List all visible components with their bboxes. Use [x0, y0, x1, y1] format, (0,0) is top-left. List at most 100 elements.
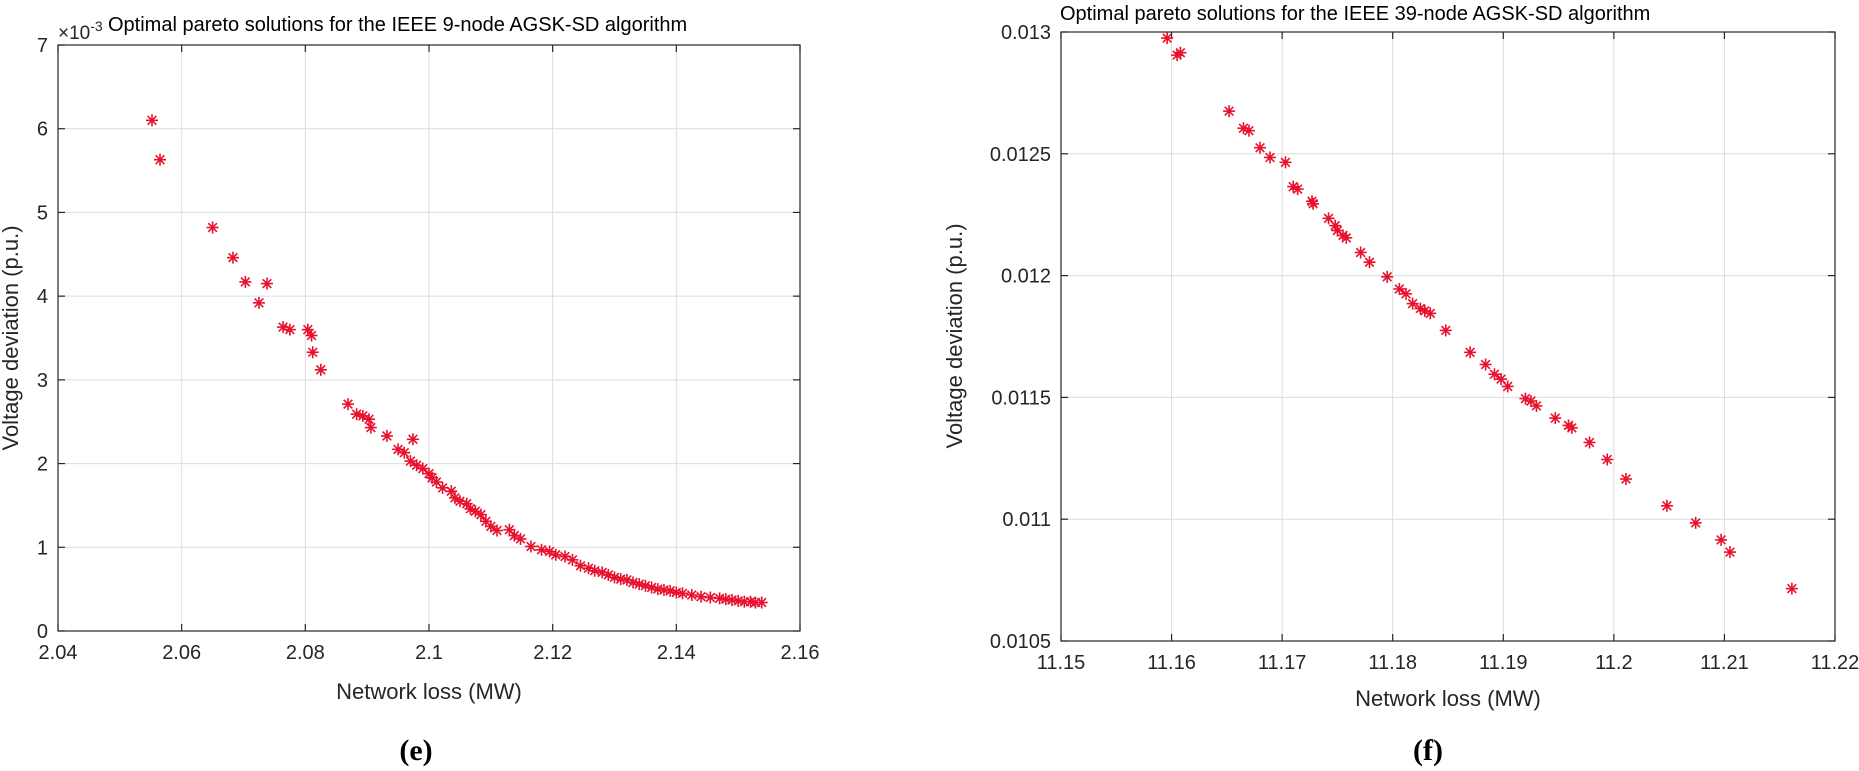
x-tick-label: 11.16: [1147, 652, 1196, 674]
data-point: [1488, 368, 1501, 381]
y-tick-label: 0: [37, 621, 48, 643]
data-point: [1583, 436, 1596, 449]
data-point: [725, 594, 738, 607]
data-point: [398, 446, 411, 459]
y-tick-label: 0.0125: [990, 144, 1051, 166]
data-point: [1307, 197, 1320, 210]
data-point: [306, 346, 319, 359]
y-tick-label: 1: [37, 537, 48, 559]
x-tick-label: 11.15: [1037, 652, 1086, 674]
panel-label-e: (e): [399, 734, 432, 767]
data-point: [145, 114, 158, 127]
data-point: [676, 587, 689, 600]
data-point: [695, 590, 708, 603]
data-point: [704, 591, 717, 604]
data-point: [549, 548, 562, 561]
x-tick-label: 2.12: [533, 642, 572, 664]
data-point: [1439, 324, 1452, 337]
data-point: [1399, 287, 1412, 300]
data-point: [514, 532, 527, 545]
y-exponent-base-e: ×10: [58, 23, 90, 44]
data-points-e: [145, 114, 768, 609]
data-point: [252, 296, 265, 309]
data-point: [283, 323, 296, 336]
chart-panel-f: 11.15 11.16 11.17 11.18 11.19 11.2 11.21 11.22 0…: [942, 3, 1859, 767]
data-point: [1354, 246, 1367, 259]
chart-panel-e: 2.04 2.06 2.08 2.1 2.12 2.14 2.16 0 1 2 3 4 5 6 7 Opti…: [0, 14, 819, 767]
data-point: [1223, 105, 1236, 118]
y-tick-label: 6: [37, 119, 48, 141]
data-point: [651, 583, 664, 596]
data-point: [755, 596, 768, 609]
data-point: [614, 573, 627, 586]
x-tick-label: 11.19: [1479, 652, 1528, 674]
data-point: [1174, 46, 1187, 59]
x-axis-label-e: Network loss (MW): [336, 679, 522, 704]
data-point: [1549, 412, 1562, 425]
data-point: [305, 329, 318, 342]
data-point: [1785, 582, 1798, 595]
data-point: [1501, 380, 1514, 393]
x-tick-label: 2.06: [162, 642, 201, 664]
ticks-e: 2.04 2.06 2.08 2.1 2.12 2.14 2.16 0 1 2 3 4 5 6 7: [37, 35, 820, 664]
panel-label-f: (f): [1413, 734, 1443, 767]
x-tick-label: 2.16: [781, 642, 820, 664]
data-point: [484, 520, 497, 533]
y-tick-label: 7: [37, 35, 48, 57]
data-point: [1530, 399, 1543, 412]
y-tick-label: 5: [37, 202, 48, 224]
grid-f: [1061, 32, 1835, 641]
data-point: [508, 529, 521, 542]
grid-e: [58, 45, 800, 631]
y-axis-label-f: Voltage deviation (p.u.): [942, 223, 967, 448]
x-tick-label: 2.08: [286, 642, 325, 664]
data-point: [1340, 231, 1353, 244]
data-point: [566, 553, 579, 566]
y-tick-label: 0.013: [1001, 22, 1051, 44]
data-points-f: [1161, 32, 1798, 595]
data-point: [1464, 346, 1477, 359]
x-axis-label-f: Network loss (MW): [1355, 686, 1541, 711]
data-point: [314, 363, 327, 376]
data-point: [574, 559, 587, 572]
data-point: [1279, 156, 1292, 169]
data-point: [1381, 270, 1394, 283]
data-point: [356, 409, 369, 422]
data-point: [588, 564, 601, 577]
data-point: [1393, 282, 1406, 295]
data-point: [410, 459, 423, 472]
data-point: [416, 462, 429, 475]
data-point: [1406, 297, 1419, 310]
data-point: [1363, 256, 1376, 269]
data-point: [525, 540, 538, 553]
data-point: [1715, 533, 1728, 546]
data-point: [608, 571, 621, 584]
data-point: [1601, 453, 1614, 466]
data-point: [491, 524, 504, 537]
data-point: [1291, 183, 1304, 196]
data-point: [363, 413, 376, 426]
chart-title-f: Optimal pareto solutions for the IEEE 39…: [1060, 3, 1650, 25]
data-point: [1723, 546, 1736, 559]
y-tick-label: 4: [37, 286, 48, 308]
y-tick-label: 3: [37, 370, 48, 392]
data-point: [1424, 307, 1437, 320]
y-tick-label: 0.011: [1002, 509, 1051, 531]
data-point: [260, 277, 273, 290]
data-point: [206, 221, 219, 234]
data-point: [1565, 421, 1578, 434]
data-point: [226, 251, 239, 264]
data-point: [639, 579, 652, 592]
data-point: [154, 153, 167, 166]
data-point: [732, 594, 745, 607]
x-tick-label: 2.14: [657, 642, 696, 664]
plot-area-f: [1060, 31, 1836, 642]
data-point: [404, 455, 417, 468]
x-tick-label: 11.22: [1811, 652, 1859, 674]
data-point: [713, 592, 726, 605]
x-tick-label: 11.18: [1368, 652, 1417, 674]
data-point: [380, 429, 393, 442]
data-point: [1242, 124, 1255, 137]
data-point: [1689, 516, 1702, 529]
